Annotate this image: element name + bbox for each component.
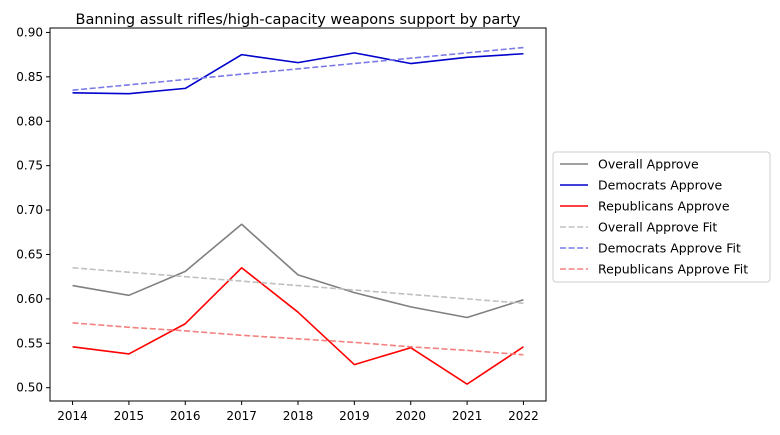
- x-tick-label: 2019: [339, 409, 370, 423]
- y-tick-label: 0.50: [16, 381, 43, 395]
- y-tick-label: 0.85: [16, 70, 43, 84]
- series-layer: [72, 46, 524, 385]
- plot-area: [49, 27, 547, 402]
- x-tick-label: 2015: [114, 409, 145, 423]
- x-tick-label: 2017: [226, 409, 257, 423]
- series-line-0: [72, 223, 524, 319]
- series-line-2: [72, 266, 524, 385]
- y-tick-label: 0.65: [16, 247, 43, 261]
- series-line-5: [72, 322, 524, 356]
- plot-frame: [49, 27, 547, 402]
- legend-frame: [552, 151, 771, 283]
- legend-label-4: Democrats Approve Fit: [598, 241, 741, 256]
- legend-label-1: Democrats Approve: [598, 178, 723, 193]
- series-line-3: [72, 266, 524, 305]
- x-axis: 2014 2015 2016 2017 2018 2019 2020 2021 2022: [57, 401, 539, 423]
- chart-title: Banning assult rifles/high-capacity weap…: [76, 12, 521, 28]
- legend-label-2: Republicans Approve: [598, 199, 730, 214]
- x-tick-label: 2022: [508, 409, 539, 423]
- y-tick-label: 0.70: [16, 203, 43, 217]
- y-tick-label: 0.60: [16, 292, 43, 306]
- x-tick-label: 2014: [57, 409, 88, 423]
- legend-label-0: Overall Approve: [598, 157, 699, 172]
- y-tick-label: 0.55: [16, 336, 43, 350]
- x-tick-label: 2021: [452, 409, 483, 423]
- y-tick-label: 0.75: [16, 159, 43, 173]
- y-tick-label: 0.90: [16, 25, 43, 39]
- legend-label-3: Overall Approve Fit: [598, 220, 717, 235]
- legend: Overall Approve Democrats Approve Republic…: [552, 151, 771, 283]
- y-axis: 0.50 0.55 0.60 0.65 0.70 0.75 0.80 0.85 0.90: [16, 25, 50, 395]
- legend-label-5: Republicans Approve Fit: [598, 262, 748, 277]
- series-line-1: [72, 52, 524, 95]
- x-tick-label: 2020: [395, 409, 426, 423]
- y-tick-label: 0.80: [16, 114, 43, 128]
- x-tick-label: 2016: [170, 409, 201, 423]
- series-line-4: [72, 46, 524, 91]
- x-tick-label: 2018: [283, 409, 314, 423]
